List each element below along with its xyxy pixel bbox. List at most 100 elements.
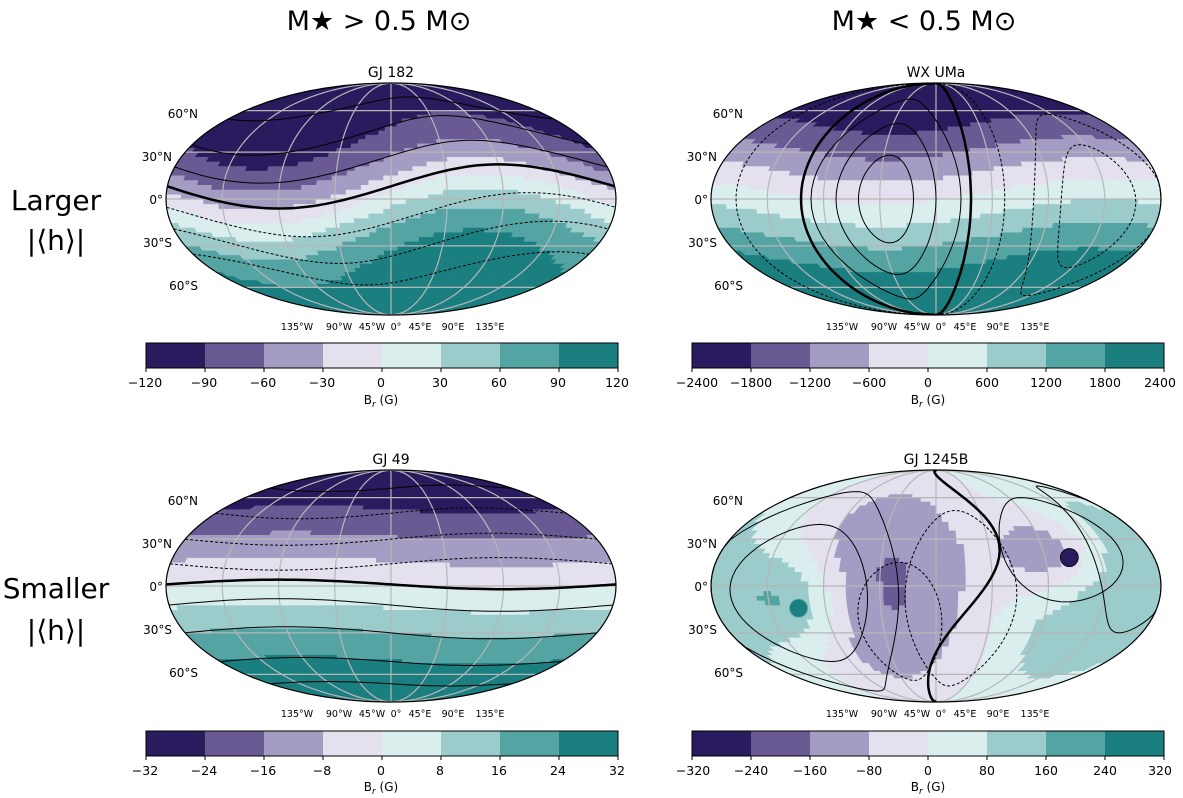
field-cell xyxy=(917,267,925,273)
row-label-top-line1: Larger xyxy=(11,184,102,217)
field-cell xyxy=(211,212,222,219)
field-cell xyxy=(494,179,503,186)
field-cell xyxy=(457,203,467,209)
field-cell xyxy=(264,212,273,219)
field-cell xyxy=(376,147,385,153)
field-cell xyxy=(913,275,921,281)
field-cell xyxy=(523,212,533,219)
field-cell xyxy=(927,297,933,302)
field-cell xyxy=(515,217,525,224)
field-cell xyxy=(166,189,175,195)
field-cell xyxy=(872,241,882,247)
field-cell xyxy=(173,193,182,200)
field-cell xyxy=(928,245,937,251)
column-title-right: M★ < 0.5 M⊙ xyxy=(832,6,1017,37)
field-cell xyxy=(360,212,370,219)
field-cell xyxy=(293,189,302,195)
field-cell xyxy=(349,245,358,251)
field-cell xyxy=(376,165,385,171)
field-cell xyxy=(383,142,392,148)
field-cell xyxy=(203,184,213,190)
field-cell xyxy=(379,275,386,281)
field-cell xyxy=(427,217,436,224)
field-cell xyxy=(522,174,532,181)
field-cell xyxy=(383,227,392,233)
field-cell xyxy=(941,271,949,277)
field-cell xyxy=(592,203,602,209)
field-cell xyxy=(360,198,369,205)
field-cell xyxy=(241,212,251,219)
field-cell xyxy=(317,222,326,228)
field-cell xyxy=(383,189,392,195)
lat-label-30n: 30°N xyxy=(142,150,172,164)
field-cell xyxy=(901,245,910,251)
field-cell xyxy=(461,231,471,238)
lat-label-30s: 30°S xyxy=(143,236,172,250)
field-cell xyxy=(908,250,917,256)
field-cell xyxy=(396,271,404,277)
field-cell xyxy=(303,165,313,171)
field-cell xyxy=(417,147,426,153)
field-cell xyxy=(411,151,420,157)
field-cell xyxy=(409,134,418,140)
field-cell xyxy=(517,184,526,190)
field-cell xyxy=(323,212,333,219)
field-cell xyxy=(308,193,317,200)
field-cell xyxy=(390,275,397,281)
field-cell xyxy=(419,222,429,228)
field-cell xyxy=(386,294,392,299)
field-cell xyxy=(903,258,912,264)
field-cell xyxy=(382,297,388,302)
field-cell xyxy=(166,198,174,205)
field-cell xyxy=(525,189,534,195)
field-cell xyxy=(584,184,594,190)
field-cell xyxy=(935,236,944,242)
field-cell xyxy=(409,258,418,264)
field-cell xyxy=(390,203,399,209)
field-cell xyxy=(975,245,985,251)
field-cell xyxy=(248,193,257,200)
field-cell xyxy=(341,236,350,242)
field-cell xyxy=(309,217,318,224)
field-cell xyxy=(390,231,399,238)
field-cell xyxy=(361,174,370,181)
field-cell xyxy=(463,170,473,176)
field-cell xyxy=(402,130,411,135)
field-cell xyxy=(935,263,943,268)
field-cell xyxy=(366,267,374,273)
field-cell xyxy=(419,231,428,238)
field-cell xyxy=(278,184,288,190)
field-cell xyxy=(233,208,243,214)
field-cell xyxy=(370,254,379,260)
map-gj182 xyxy=(165,82,617,316)
field-cell xyxy=(608,198,616,205)
field-cell xyxy=(326,156,336,162)
field-cell xyxy=(181,208,191,214)
field-cell xyxy=(929,263,937,268)
field-cell xyxy=(355,156,364,162)
field-cell xyxy=(412,222,421,228)
field-cell xyxy=(250,174,260,181)
lon-label-45w: 45°W xyxy=(359,322,386,333)
field-cell xyxy=(345,189,354,195)
field-cell xyxy=(434,217,444,224)
field-cell xyxy=(404,236,413,242)
field-cell xyxy=(345,208,355,214)
field-cell xyxy=(450,203,459,209)
field-cell xyxy=(940,279,948,284)
field-cell xyxy=(287,170,297,176)
field-cell xyxy=(401,275,409,281)
field-cell xyxy=(341,156,350,162)
field-cell xyxy=(173,203,183,209)
field-cell xyxy=(316,179,325,186)
field-cell xyxy=(600,193,609,200)
field-cell xyxy=(317,227,327,233)
field-cell xyxy=(935,254,943,260)
field-cell xyxy=(397,138,405,144)
field-cell xyxy=(477,222,487,228)
field-cell xyxy=(265,222,276,228)
field-cell xyxy=(195,189,205,195)
field-cell xyxy=(599,184,609,190)
colorbar-tick: −120 xyxy=(128,375,162,390)
lon-label-90w: 90°W xyxy=(326,322,353,333)
